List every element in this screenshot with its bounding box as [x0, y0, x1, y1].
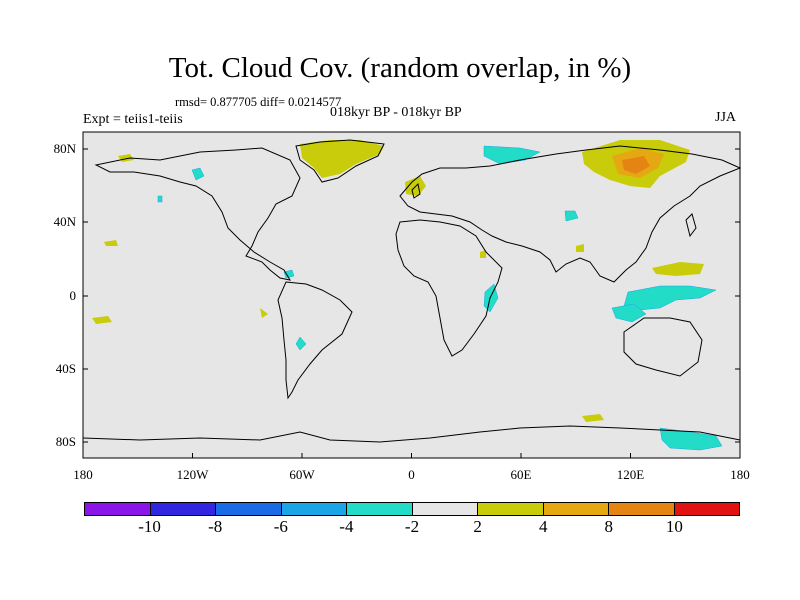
anomaly-patch [295, 336, 307, 351]
colorbar-box [347, 503, 413, 515]
anomaly-patch [104, 240, 118, 246]
y-tick-label: 80S [56, 434, 76, 449]
x-tick-label: 120W [177, 467, 210, 482]
south-america-coast [277, 281, 353, 400]
colorbar-box [543, 503, 609, 515]
colorbar-box [412, 503, 478, 515]
north-america-coast [94, 147, 301, 281]
anomaly-patch [157, 195, 163, 203]
colorbar-box [478, 503, 544, 515]
colorbar-label: 2 [473, 517, 482, 536]
x-tick-label: 0 [408, 467, 415, 482]
anomaly-patch [652, 262, 704, 276]
x-tick-labels: 180 120W 60W 0 60E 120E 180 [73, 467, 750, 482]
japan-coast [685, 213, 697, 238]
anomaly-patch [622, 156, 650, 174]
x-tick-label: 180 [730, 467, 750, 482]
colorbar-label: 10 [665, 517, 683, 536]
anomaly-patch [483, 283, 499, 313]
anomaly-patch [611, 303, 647, 323]
colorbar-box [281, 503, 347, 515]
anomaly-patch [283, 269, 295, 279]
y-tick-label: 40N [54, 214, 77, 229]
colorbar-box [85, 503, 151, 515]
y-tick-labels: 80N 40N 0 40S 80S [54, 141, 77, 449]
y-axis [83, 148, 740, 443]
stats-label: rmsd= 0.877705 diff= 0.0214577 [175, 95, 342, 109]
positive-anomaly-patches [92, 140, 704, 422]
colorbar-box [216, 503, 282, 515]
eurasia-coast [399, 145, 742, 283]
experiment-label: Expt = teiis1-teiis [83, 112, 183, 127]
colorbar-box [150, 503, 216, 515]
x-tick-label: 120E [617, 467, 645, 482]
australia-coast [623, 317, 703, 377]
x-tick-label: 60E [511, 467, 532, 482]
greenland-coast [295, 139, 385, 183]
anomaly-patch [191, 167, 205, 181]
y-tick-label: 80N [54, 141, 77, 156]
x-tick-label: 60W [289, 467, 315, 482]
colorbar-box [609, 503, 675, 515]
anomaly-patch [92, 316, 112, 324]
negative-anomaly-patches [157, 145, 723, 451]
antarctica-coast [82, 425, 741, 443]
colorbar-label: 4 [538, 517, 548, 536]
colorbar-label: -6 [273, 517, 288, 536]
colorbar [84, 502, 740, 516]
subtitle: 018kyr BP - 018kyr BP [330, 105, 462, 120]
colorbar-label: -4 [339, 517, 354, 536]
colorbar-label: -10 [138, 517, 161, 536]
plot-title: Tot. Cloud Cov. (random overlap, in %) [168, 52, 632, 84]
x-axis [82, 453, 741, 458]
colorbar-label: 8 [604, 517, 614, 536]
y-tick-label: 0 [70, 288, 77, 303]
colorbar-label: -2 [404, 517, 420, 536]
y-tick-label: 40S [56, 361, 76, 376]
anomaly-patch [480, 250, 486, 258]
anomaly-patch [300, 140, 384, 178]
uk-coast [411, 182, 421, 199]
anomaly-patch [659, 427, 723, 451]
anomaly-patch [483, 145, 541, 165]
anomaly-patch [576, 244, 584, 252]
colorbar-box [674, 503, 739, 515]
x-tick-label: 180 [73, 467, 93, 482]
anomaly-patch [564, 210, 579, 222]
africa-coast [395, 219, 503, 357]
coastlines [82, 139, 742, 443]
anomaly-patch [582, 414, 604, 422]
season-label: JJA [715, 110, 737, 125]
colorbar-label: -8 [208, 517, 223, 536]
anomaly-patch [260, 308, 268, 318]
